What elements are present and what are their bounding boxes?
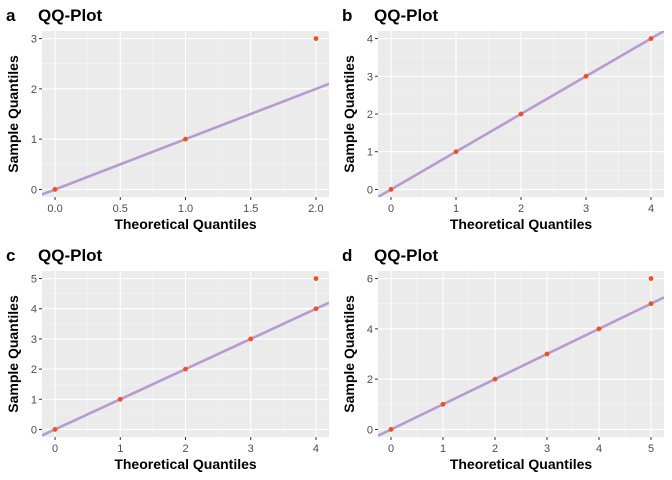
- y-tick-label: 0: [367, 424, 373, 436]
- data-point: [544, 351, 550, 357]
- y-tick-label: 6: [367, 274, 373, 286]
- y-tick-label: 2: [367, 374, 373, 386]
- x-tick-label: 0: [52, 443, 58, 455]
- x-tick-label: 1: [117, 443, 123, 455]
- panel-tag: b: [342, 6, 352, 25]
- y-tick-label: 3: [31, 334, 37, 346]
- y-tick-label: 1: [367, 147, 373, 159]
- x-tick-label: 1.5: [243, 203, 258, 215]
- panel-c: c QQ-Plot 0 1 2 3 4 0 1 2 3 4 5 Theoretical Quantiles…: [5, 246, 329, 472]
- x-tick-label: 0.0: [47, 203, 62, 215]
- y-tick-label: 5: [31, 274, 37, 286]
- x-tick-label: 2: [492, 443, 498, 455]
- panel-title: QQ-Plot: [374, 246, 439, 265]
- data-point: [492, 376, 498, 382]
- x-tick-label: 5: [648, 443, 654, 455]
- panel-title: QQ-Plot: [38, 246, 103, 265]
- data-point: [313, 36, 319, 41]
- x-axis-title: Theoretical Quantiles: [450, 456, 593, 472]
- y-tick-label: 3: [31, 34, 37, 46]
- data-point: [388, 427, 394, 432]
- data-point: [183, 366, 188, 372]
- y-tick-label: 4: [31, 304, 37, 316]
- data-point: [52, 427, 58, 432]
- panel-b: b QQ-Plot 0 1 2 3 4 0 1 2 3 4 Theoretical Quantiles S…: [341, 6, 664, 232]
- x-tick-label: 3: [583, 203, 589, 215]
- y-axis-title: Sample Quantiles: [341, 295, 357, 413]
- panel-a: a QQ-Plot 0.0 0.5 1.0 1.5 2.0 0 1 2 3 Theoretical Q…: [5, 6, 329, 232]
- x-tick-label: 4: [648, 203, 654, 215]
- data-point: [583, 73, 589, 79]
- y-tick-label: 4: [367, 324, 373, 336]
- y-axis-title: Sample Quantiles: [5, 295, 21, 413]
- x-tick-label: 1.0: [178, 203, 193, 215]
- data-point: [648, 301, 654, 307]
- y-axis-title: Sample Quantiles: [341, 55, 357, 173]
- data-point: [518, 111, 524, 117]
- y-tick-label: 2: [31, 364, 37, 376]
- data-point: [248, 336, 254, 342]
- x-tick-label: 1: [440, 443, 446, 455]
- x-tick-label: 4: [596, 443, 602, 455]
- panel-tag: a: [6, 6, 16, 25]
- panel-d: d QQ-Plot 0 1 2 3 4 5 0 2 4 6 Theoretical Quantiles S…: [341, 246, 664, 472]
- y-tick-label: 0: [367, 184, 373, 196]
- y-tick-label: 4: [367, 34, 373, 46]
- y-tick-label: 0: [31, 424, 37, 436]
- x-tick-label: 4: [313, 443, 319, 455]
- data-point: [648, 276, 654, 281]
- data-point: [440, 401, 446, 407]
- data-point: [648, 36, 654, 41]
- y-tick-label: 3: [367, 71, 373, 83]
- x-axis-title: Theoretical Quantiles: [114, 456, 257, 472]
- data-point: [183, 136, 188, 142]
- x-tick-label: 0: [388, 443, 394, 455]
- data-point: [453, 149, 459, 155]
- y-tick-label: 2: [367, 109, 373, 121]
- y-tick-label: 1: [31, 394, 37, 406]
- x-tick-label: 0: [388, 203, 394, 215]
- x-axis-title: Theoretical Quantiles: [114, 216, 257, 232]
- y-tick-label: 1: [31, 134, 37, 146]
- y-tick-label: 2: [31, 84, 37, 96]
- x-tick-label: 2: [182, 443, 188, 455]
- data-point: [388, 187, 394, 192]
- reference-line: [378, 296, 664, 437]
- x-tick-label: 2.0: [308, 203, 323, 215]
- panel-tag: d: [342, 246, 352, 265]
- panel-title: QQ-Plot: [38, 6, 103, 25]
- y-axis-title: Sample Quantiles: [5, 55, 21, 173]
- x-tick-label: 1: [453, 203, 459, 215]
- data-point: [313, 306, 319, 312]
- x-tick-label: 3: [544, 443, 550, 455]
- panel-tag: c: [6, 246, 15, 265]
- y-tick-label: 0: [31, 184, 37, 196]
- x-axis-title: Theoretical Quantiles: [450, 216, 593, 232]
- x-tick-label: 0.5: [113, 203, 128, 215]
- data-point: [313, 276, 319, 281]
- x-tick-label: 3: [248, 443, 254, 455]
- data-point: [117, 396, 123, 402]
- x-tick-label: 2: [518, 203, 524, 215]
- data-point: [52, 187, 58, 192]
- data-point: [596, 326, 602, 332]
- panel-title: QQ-Plot: [374, 6, 439, 25]
